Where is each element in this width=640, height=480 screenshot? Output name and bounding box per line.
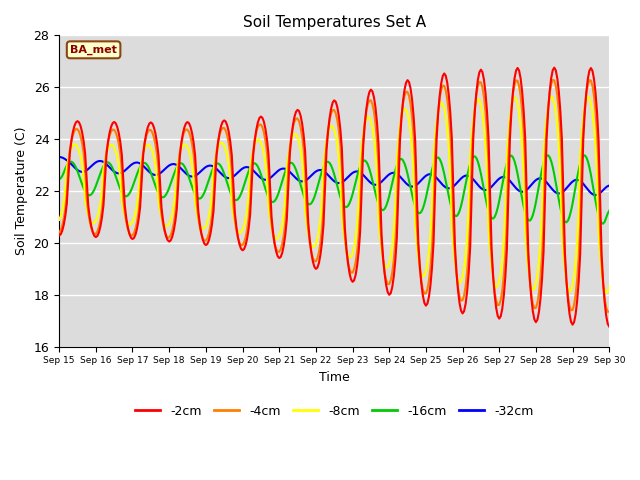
Legend: -2cm, -4cm, -8cm, -16cm, -32cm: -2cm, -4cm, -8cm, -16cm, -32cm [130, 400, 538, 423]
Title: Soil Temperatures Set A: Soil Temperatures Set A [243, 15, 426, 30]
X-axis label: Time: Time [319, 371, 349, 384]
Y-axis label: Soil Temperature (C): Soil Temperature (C) [15, 127, 28, 255]
Text: BA_met: BA_met [70, 45, 117, 55]
